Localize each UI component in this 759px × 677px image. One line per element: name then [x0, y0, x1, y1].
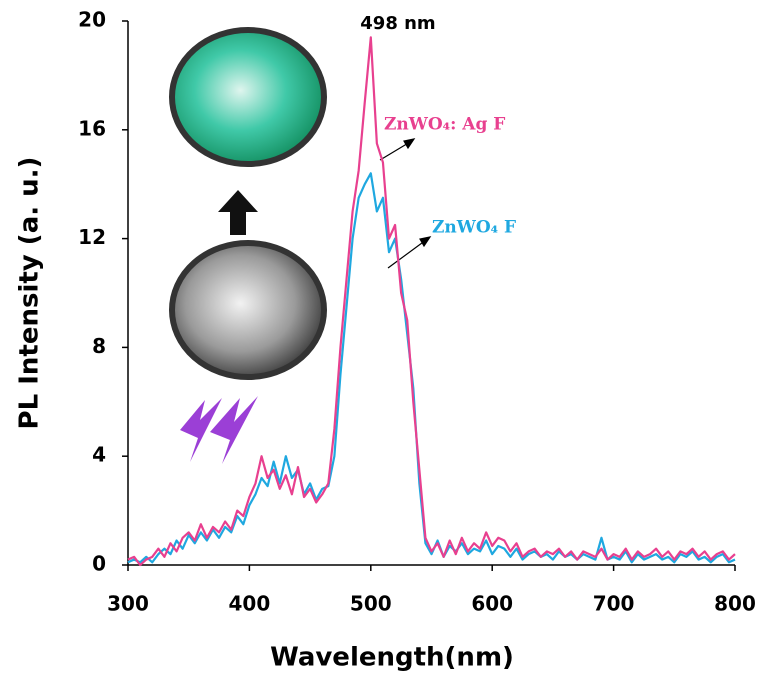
- y-tick-label: 16: [78, 116, 106, 140]
- decoration: [169, 27, 327, 464]
- series-annotation: ZnWO₄: Ag F: [384, 115, 505, 135]
- y-tick-label: 12: [78, 225, 106, 249]
- y-tick-label: 8: [92, 334, 106, 358]
- arrows: [379, 138, 432, 269]
- series-annotation: ZnWO₄ F: [432, 218, 516, 238]
- x-tick-label: 400: [229, 592, 271, 616]
- x-tick-label: 500: [350, 592, 392, 616]
- y-axis-title: PL Intensity (a. u.): [15, 157, 45, 430]
- y-tick-label: 20: [78, 8, 106, 32]
- y-tick-label: 0: [92, 552, 106, 576]
- y-tick-label: 4: [92, 443, 106, 467]
- x-tick-label: 600: [471, 592, 513, 616]
- x-tick-label: 300: [107, 592, 149, 616]
- x-tick-label: 700: [593, 592, 635, 616]
- x-axis-title: Wavelength(nm): [270, 643, 514, 673]
- x-tick-label: 800: [714, 592, 756, 616]
- peak-annotation: 498 nm: [360, 13, 435, 34]
- series-line: [127, 172, 736, 564]
- series-line: [127, 36, 736, 567]
